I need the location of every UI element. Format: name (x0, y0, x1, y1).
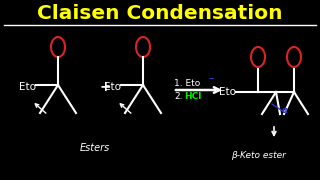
Text: Eto: Eto (19, 82, 36, 92)
Text: 1. Eto: 1. Eto (174, 78, 200, 87)
Text: Eto: Eto (219, 87, 236, 97)
Text: α: α (281, 105, 287, 114)
Text: −: − (207, 75, 214, 84)
Text: HCl: HCl (184, 91, 201, 100)
Text: Esters: Esters (80, 143, 110, 153)
Text: +: + (99, 80, 111, 94)
Text: Claisen Condensation: Claisen Condensation (37, 3, 283, 22)
Text: β-Keto ester: β-Keto ester (231, 150, 285, 159)
Text: Eto: Eto (104, 82, 121, 92)
Text: 2.: 2. (174, 91, 182, 100)
